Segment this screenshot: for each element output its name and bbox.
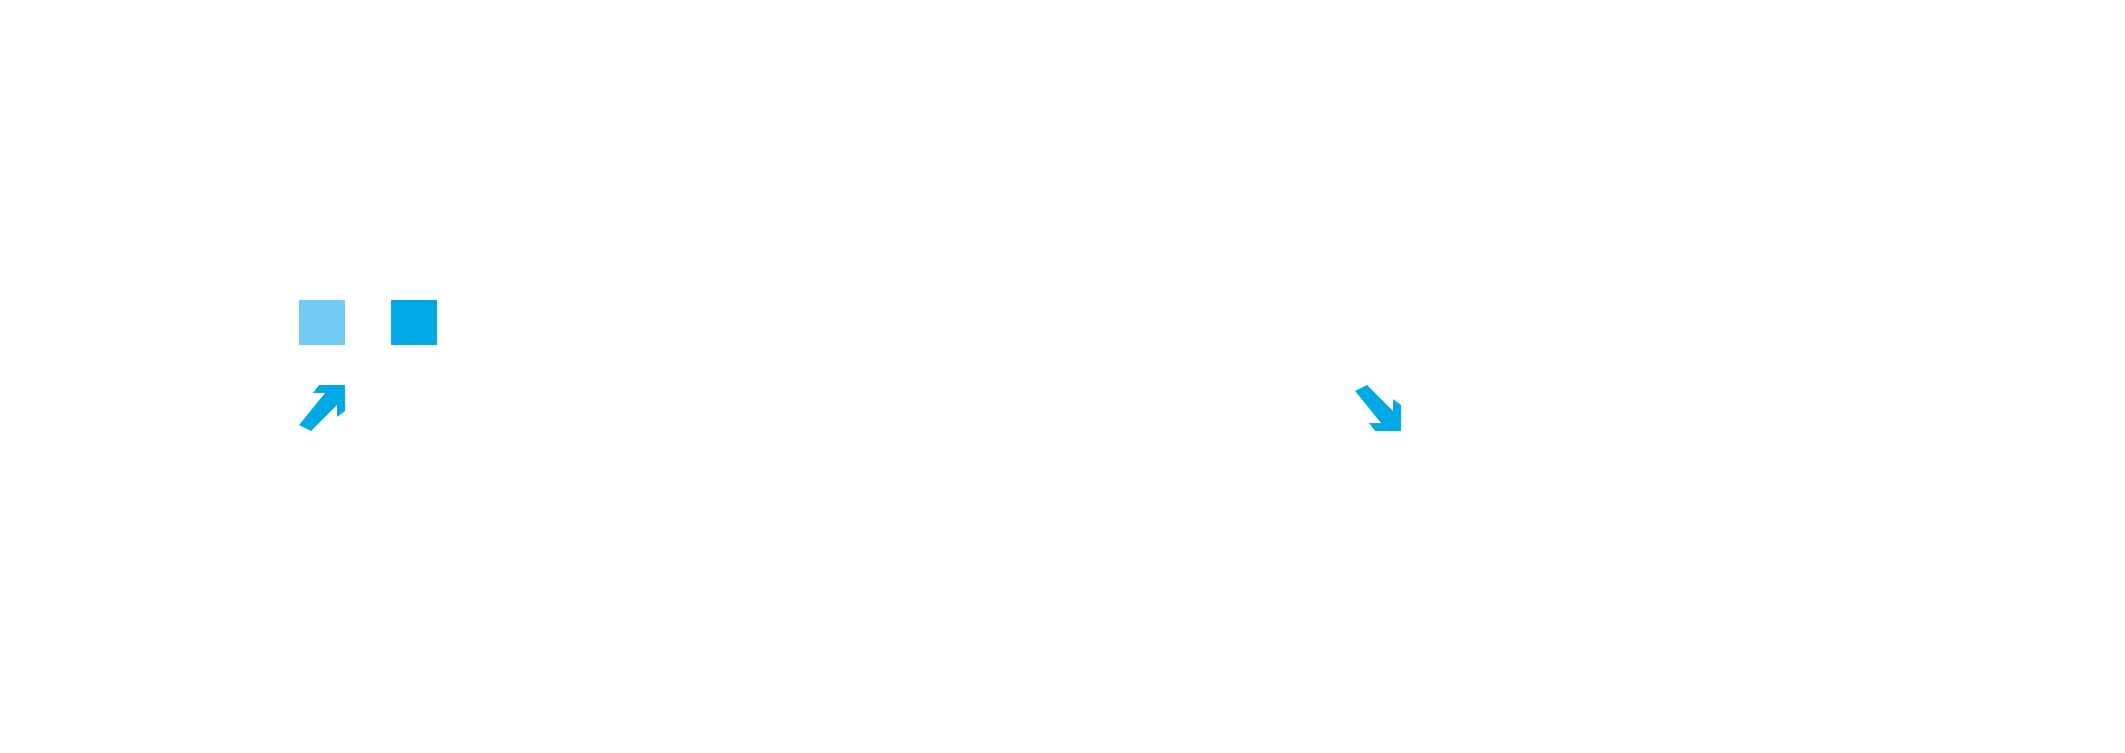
panel-title-less bbox=[1355, 385, 1425, 431]
arrow-up-right-icon bbox=[299, 385, 345, 431]
legend bbox=[299, 300, 483, 345]
panel-title-more bbox=[299, 385, 369, 431]
arrow-down-right-icon bbox=[1355, 385, 1401, 431]
legend-swatch-15-country bbox=[391, 300, 437, 345]
legend-item-european bbox=[299, 300, 359, 345]
legend-swatch-european bbox=[299, 300, 345, 345]
legend-item-15-country bbox=[391, 300, 451, 345]
